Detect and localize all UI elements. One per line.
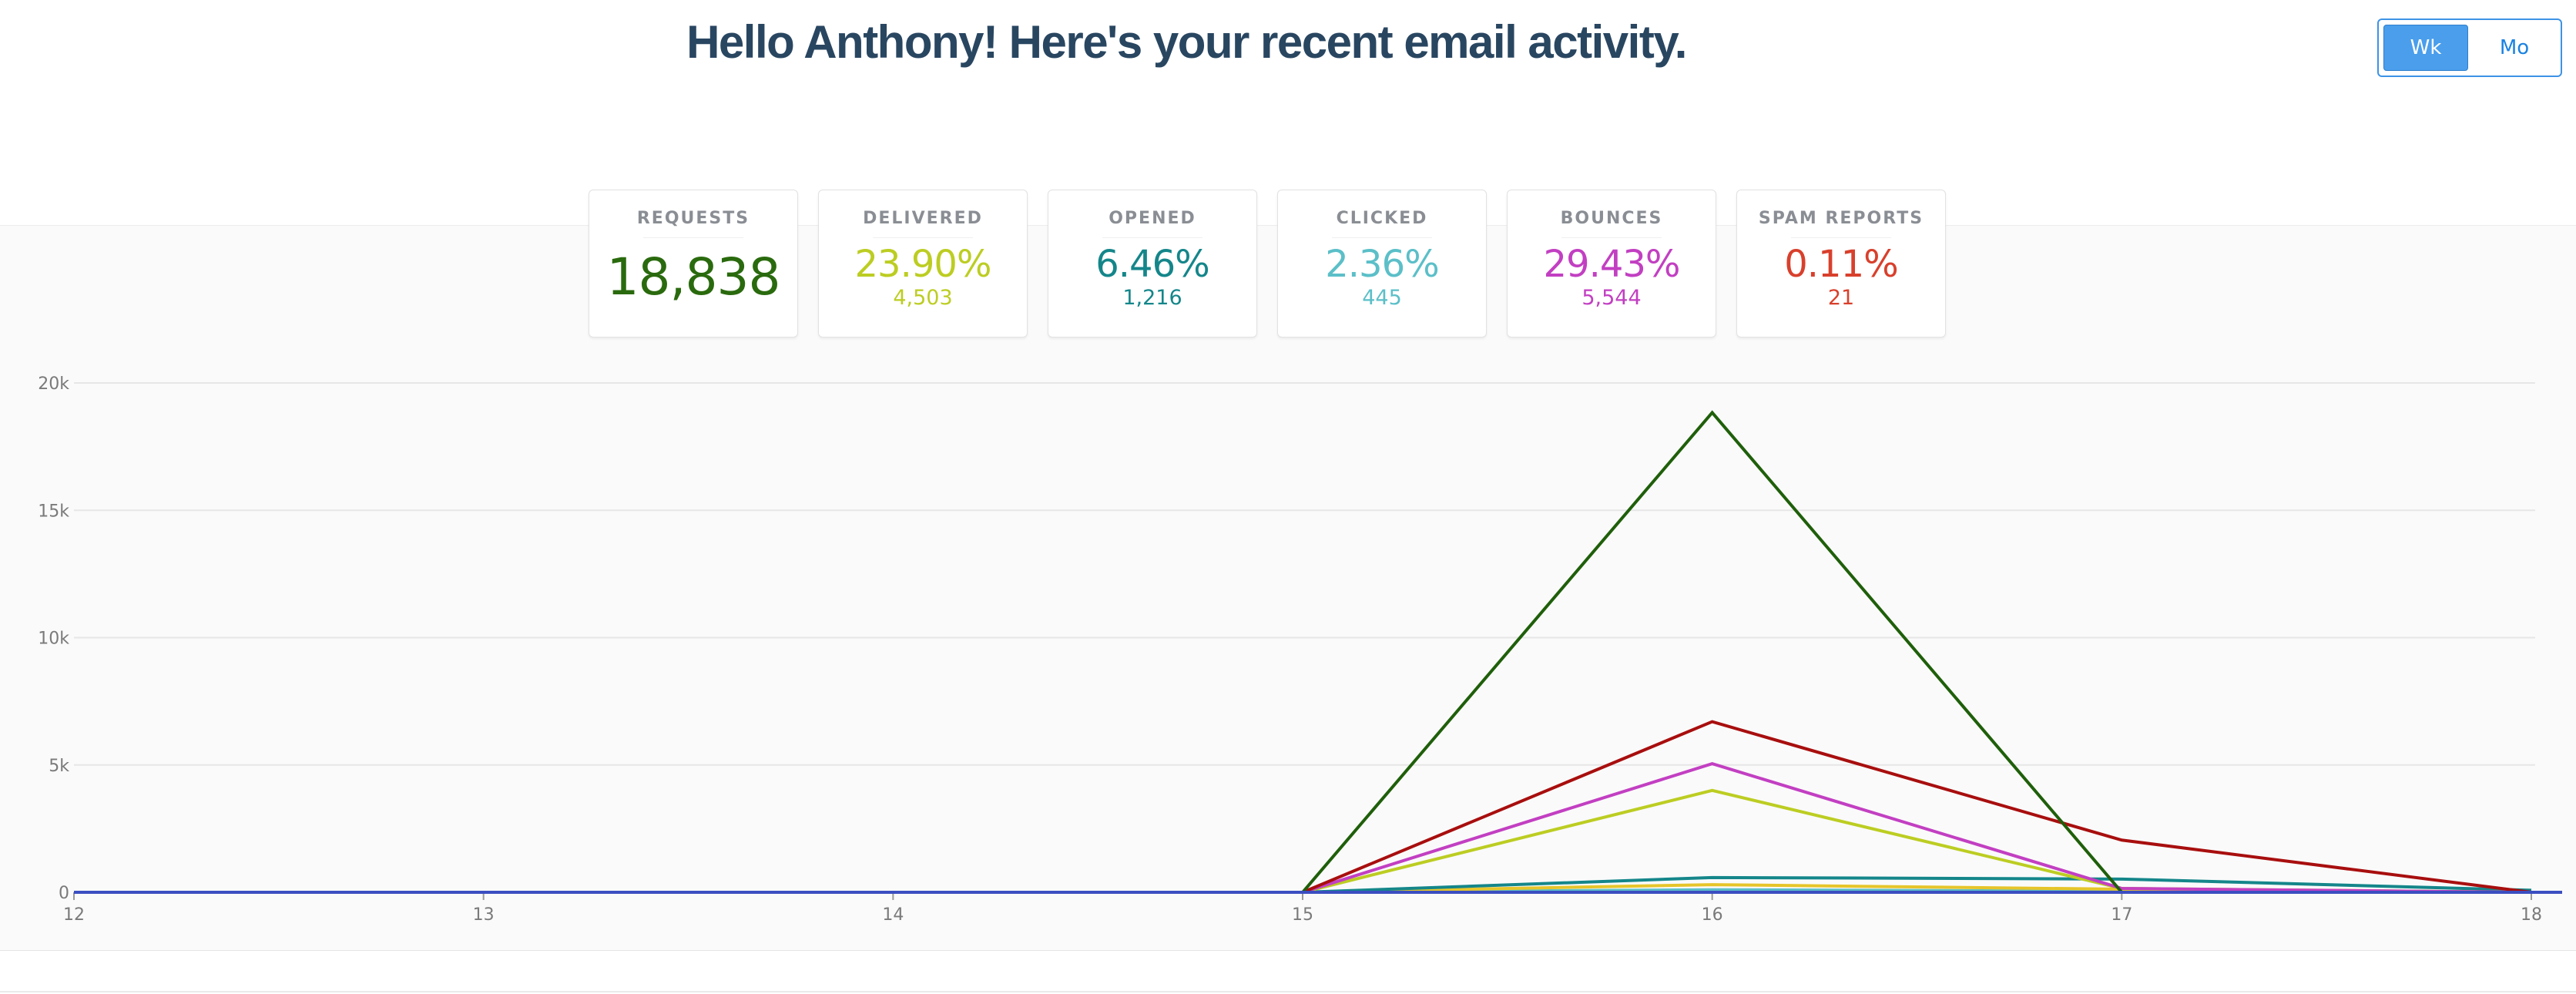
stat-value: 2.36% [1325,243,1439,286]
y-tick-label: 0 [59,884,69,903]
stat-count: 445 [1362,286,1402,310]
period-toggle: Wk Mo [2377,18,2562,77]
stat-label: SPAM REPORTS [1758,209,1924,228]
stat-card-spam-reports[interactable]: SPAM REPORTS 0.11% 21 [1736,190,1946,337]
series-line [74,720,2532,894]
y-tick-label: 5k [49,757,69,776]
x-tick-label: 14 [882,905,904,925]
stat-value: 6.46% [1095,243,1209,286]
stat-label: BOUNCES [1560,209,1663,228]
x-tick-label: 13 [473,905,495,925]
y-tick-label: 10k [38,630,69,649]
stat-count: 1,216 [1122,286,1182,310]
stat-value: 29.43% [1543,243,1680,286]
stat-card-delivered[interactable]: DELIVERED 23.90% 4,503 [818,190,1028,337]
x-tick-label: 18 [2521,905,2542,925]
series-line [74,410,2531,894]
series-line [74,762,2532,894]
stat-label: DELIVERED [863,209,983,228]
x-tick-label: 12 [63,905,85,925]
stat-count: 4,503 [893,286,953,310]
stat-card-bounces[interactable]: BOUNCES 29.43% 5,544 [1507,190,1716,337]
divider [0,991,2576,992]
stat-label: OPENED [1109,209,1196,228]
stat-card-clicked[interactable]: CLICKED 2.36% 445 [1277,190,1487,337]
stat-value: 23.90% [854,243,991,286]
x-tick-label: 16 [1702,905,1723,925]
stat-cards: REQUESTS 18,838 DELIVERED 23.90% 4,503 O… [589,190,1946,337]
month-toggle-button[interactable]: Mo [2473,25,2556,71]
stat-count: 5,544 [1581,286,1642,310]
y-tick-label: 15k [38,502,69,521]
week-toggle-button[interactable]: Wk [2383,25,2468,71]
chart-panel [0,225,2576,951]
stat-value: 18,838 [606,247,781,307]
x-tick-label: 15 [1292,905,1313,925]
page-title: Hello Anthony! Here's your recent email … [686,16,1687,68]
stat-label: CLICKED [1336,209,1428,228]
stat-card-requests[interactable]: REQUESTS 18,838 [589,190,798,337]
x-tick-label: 17 [2111,905,2132,925]
stat-card-opened[interactable]: OPENED 6.46% 1,216 [1048,190,1257,337]
y-tick-label: 20k [38,374,69,394]
stat-value: 0.11% [1784,243,1898,286]
stat-count: 21 [1827,286,1855,310]
series-line [74,788,2532,894]
stat-label: REQUESTS [636,209,750,228]
